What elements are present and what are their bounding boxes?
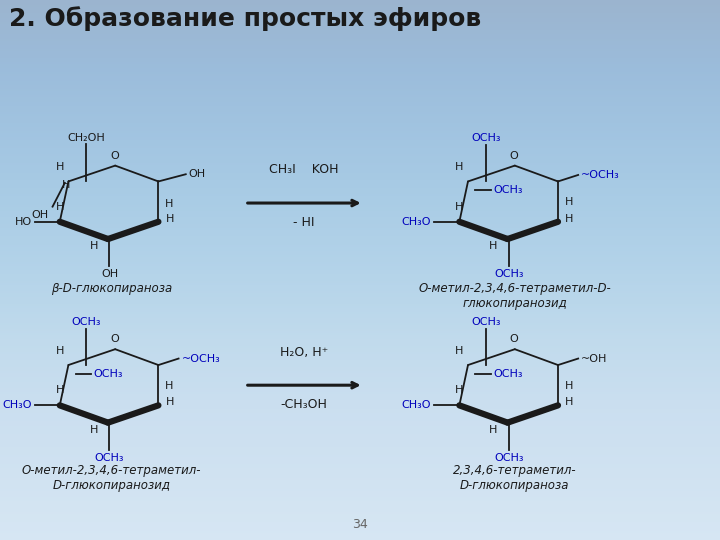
Text: H₂O, H⁺: H₂O, H⁺ [279, 346, 328, 359]
Text: H: H [564, 381, 573, 391]
Text: O-метил-2,3,4,6-тетраметил-D-
глюкопиранозид: O-метил-2,3,4,6-тетраметил-D- глюкопиран… [418, 282, 611, 310]
Text: CH₂OH: CH₂OH [68, 132, 105, 143]
Text: O: O [110, 151, 119, 160]
Text: H: H [165, 381, 174, 391]
Text: CH₃O: CH₃O [402, 217, 431, 227]
Text: OCH₃: OCH₃ [472, 133, 500, 143]
Text: β-D-глюкопираноза: β-D-глюкопираноза [51, 282, 172, 295]
Text: H: H [165, 199, 174, 209]
Text: H: H [55, 385, 64, 395]
Text: OCH₃: OCH₃ [493, 185, 523, 195]
Text: OCH₃: OCH₃ [472, 317, 500, 327]
Text: H: H [166, 214, 174, 224]
Text: ~OCH₃: ~OCH₃ [581, 170, 620, 180]
Text: H: H [55, 162, 64, 172]
Text: H: H [455, 162, 464, 172]
Text: OCH₃: OCH₃ [95, 453, 124, 463]
Text: OCH₃: OCH₃ [495, 453, 523, 463]
Text: -CH₃OH: -CH₃OH [280, 398, 328, 411]
Text: 34: 34 [352, 518, 368, 531]
Text: OH: OH [31, 210, 48, 220]
Text: CH₃O: CH₃O [402, 400, 431, 410]
Text: CH₃O: CH₃O [2, 400, 32, 410]
Text: O: O [110, 334, 119, 344]
Text: H: H [455, 346, 464, 356]
Text: O: O [510, 151, 518, 160]
Text: H: H [89, 425, 98, 435]
Text: CH₃I    KOH: CH₃I KOH [269, 164, 338, 177]
Text: H: H [565, 397, 574, 408]
Text: H: H [489, 241, 498, 251]
Text: H: H [89, 241, 98, 251]
Text: OCH₃: OCH₃ [72, 317, 101, 327]
Text: OH: OH [101, 269, 118, 279]
Text: OH: OH [189, 169, 206, 179]
Text: 2,3,4,6-тетраметил-
D-глюкопираноза: 2,3,4,6-тетраметил- D-глюкопираноза [453, 464, 577, 492]
Text: H: H [489, 425, 498, 435]
Text: H: H [455, 201, 464, 212]
Text: 2. Образование простых эфиров: 2. Образование простых эфиров [9, 6, 481, 31]
Text: HO: HO [14, 217, 32, 227]
Text: OCH₃: OCH₃ [493, 369, 523, 379]
Text: O: O [510, 334, 518, 344]
Text: O-метил-2,3,4,6-тетраметил-
D-глюкопиранозид: O-метил-2,3,4,6-тетраметил- D-глюкопиран… [22, 464, 202, 492]
Text: ~OCH₃: ~OCH₃ [181, 354, 220, 363]
Text: H: H [62, 180, 71, 190]
Text: H: H [166, 397, 174, 408]
Text: - HI: - HI [293, 216, 315, 229]
Text: OCH₃: OCH₃ [94, 369, 123, 379]
Text: H: H [55, 346, 64, 356]
Text: OCH₃: OCH₃ [495, 269, 523, 279]
Text: H: H [455, 385, 464, 395]
Text: H: H [565, 214, 574, 224]
Text: H: H [564, 197, 573, 207]
Text: H: H [55, 201, 64, 212]
Text: ~OH: ~OH [581, 354, 608, 363]
